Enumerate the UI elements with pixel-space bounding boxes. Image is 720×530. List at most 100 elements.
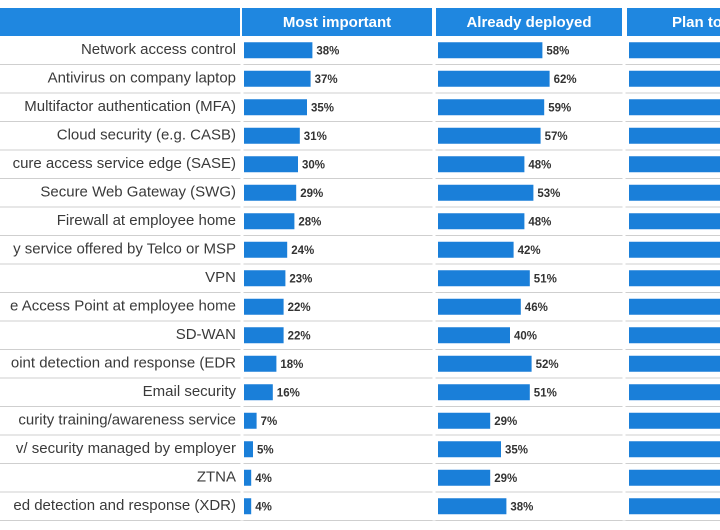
value-label: 52% [536,359,559,371]
value-label: 22% [288,330,311,342]
value-label: 40% [514,330,537,342]
value-label: 42% [518,245,541,257]
category-label: ZTNA [197,469,236,486]
bar [438,298,521,315]
bar [244,156,298,173]
bar [438,70,550,87]
bar [438,355,532,372]
value-label: 5% [257,444,274,456]
cropped-bar [629,42,720,59]
cropped-bar [629,498,720,515]
value-label: 18% [280,359,303,371]
value-label: 58% [546,45,569,57]
value-label: 38% [316,45,339,57]
cropped-bar [629,70,720,87]
category-label: curity training/awareness service [18,412,236,429]
value-label: 29% [494,416,517,428]
bar [244,441,253,458]
value-label: 7% [261,416,278,428]
header-cell [0,8,240,36]
value-label: 22% [288,302,311,314]
cropped-bar [629,441,720,458]
bar [438,213,525,230]
value-label: 4% [255,501,272,513]
category-label: e Access Point at employee home [10,298,236,315]
cropped-bar [629,99,720,116]
bar [438,270,530,287]
bar [244,127,300,144]
bar [244,42,313,59]
category-label: Antivirus on company laptop [48,70,236,87]
category-label: SD-WAN [176,326,236,343]
value-label: 4% [255,473,272,485]
category-label: Network access control [81,41,236,58]
value-label: 51% [534,273,557,285]
bar [244,184,297,201]
bar [244,327,284,344]
cropped-bar [629,384,720,401]
bar [438,42,543,59]
bar [244,270,286,287]
bar [438,327,510,344]
category-label: y service offered by Telco or MSP [13,241,236,258]
bar [244,355,277,372]
header-cell [627,8,720,36]
bar [438,498,507,515]
cropped-bar [629,156,720,173]
value-label: 29% [300,188,323,200]
value-label: 48% [528,216,551,228]
value-label: 59% [548,102,571,114]
category-label: Firewall at employee home [57,212,236,229]
header-cell [436,8,622,36]
category-label: ed detection and response (XDR) [13,497,236,514]
category-label: Multifactor authentication (MFA) [24,98,236,115]
category-label: VPN [205,269,236,286]
value-label: 29% [494,473,517,485]
bar [244,213,295,230]
category-label: Email security [143,383,237,400]
cropped-bar [629,412,720,429]
bar [244,70,311,87]
value-label: 31% [304,131,327,143]
bar [244,384,273,401]
bar [244,412,257,429]
value-label: 53% [537,188,560,200]
value-label: 62% [554,74,577,86]
cropped-bar [629,241,720,258]
cropped-bar [629,327,720,344]
category-label: Secure Web Gateway (SWG) [40,184,236,201]
category-label: v/ security managed by employer [16,440,236,457]
cropped-bar [629,127,720,144]
column-header: Most important [283,14,391,31]
cropped-bar [629,469,720,486]
bar [438,99,545,116]
bar [438,441,501,458]
bar [438,384,530,401]
value-label: 24% [291,245,314,257]
cropped-bar [629,184,720,201]
value-label: 30% [302,159,325,171]
bar [438,127,541,144]
cropped-bar [629,298,720,315]
bar [438,184,534,201]
value-label: 38% [510,501,533,513]
value-label: 35% [505,444,528,456]
bar [244,469,252,486]
value-label: 23% [289,273,312,285]
header-cell [242,8,432,36]
category-label: cure access service edge (SASE) [13,155,236,172]
value-label: 46% [525,302,548,314]
bar [244,498,252,515]
cropped-bar [629,213,720,230]
bar [244,241,288,258]
bar [438,412,491,429]
bar [244,298,284,315]
bar [438,241,514,258]
cropped-bar [629,270,720,287]
column-header: Already deployed [466,14,591,31]
value-label: 28% [298,216,321,228]
cropped-bar [629,355,720,372]
bar [244,99,307,116]
value-label: 51% [534,387,557,399]
